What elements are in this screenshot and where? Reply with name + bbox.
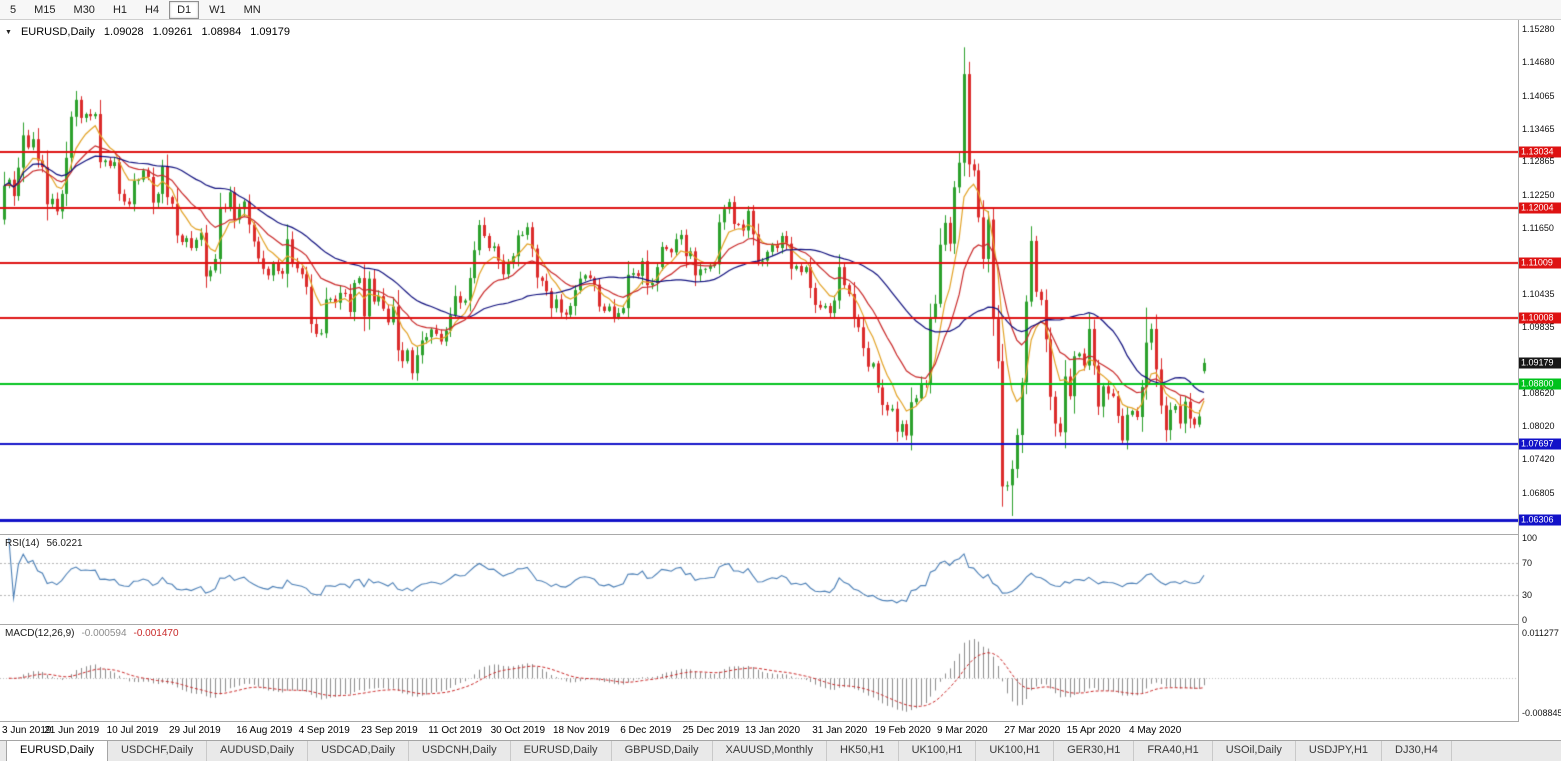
date-axis-label: 19 Feb 2020 <box>874 725 931 736</box>
chart-tab-eurusd-daily[interactable]: EURUSD,Daily <box>511 741 612 761</box>
rsi-name: RSI(14) <box>5 538 40 549</box>
chart-symbol-label: EURUSD,Daily <box>20 26 95 38</box>
price-tick-label: 1.14065 <box>1522 90 1555 101</box>
date-axis-label: 6 Dec 2019 <box>620 725 672 736</box>
date-axis-label: 31 Jan 2020 <box>812 725 868 736</box>
date-axis-label: 4 May 2020 <box>1129 725 1182 736</box>
level-price-label: 1.07697 <box>1519 438 1561 450</box>
chart-tab-eurusd-daily[interactable]: EURUSD,Daily <box>6 741 108 761</box>
date-axis-label: 10 Jul 2019 <box>106 725 159 736</box>
date-axis-label: 15 Apr 2020 <box>1066 725 1121 736</box>
timeframe-button-m15[interactable]: M15 <box>34 3 56 16</box>
macd-name: MACD(12,26,9) <box>5 628 75 639</box>
chart-tab-uk100-h1[interactable]: UK100,H1 <box>899 741 977 761</box>
level-price-label: 1.11009 <box>1519 257 1561 269</box>
price-tick-label: 1.06805 <box>1522 487 1555 498</box>
date-axis-label: 16 Aug 2019 <box>236 725 293 736</box>
date-axis-divider <box>0 721 1518 722</box>
price-tick-label: 1.12865 <box>1522 156 1555 167</box>
chart-tab-usdjpy-h1[interactable]: USDJPY,H1 <box>1296 741 1383 761</box>
chart-tab-dj30-h4[interactable]: DJ30,H4 <box>1382 741 1452 761</box>
chart-header: ▼ EURUSD,Daily 1.09028 1.09261 1.08984 1… <box>5 26 290 38</box>
price-tick-label: 1.08020 <box>1522 421 1555 432</box>
rsi-axis-label: 100 <box>1522 533 1538 543</box>
price-tick-label: 1.10435 <box>1522 289 1555 300</box>
chart-tab-audusd-daily[interactable]: AUDUSD,Daily <box>207 741 309 761</box>
date-axis-label: 25 Dec 2019 <box>682 725 740 736</box>
price-chart-canvas[interactable] <box>0 20 1518 534</box>
price-tick-label: 1.14680 <box>1522 57 1555 68</box>
price-tick-label: 1.11650 <box>1522 222 1554 233</box>
chart-tab-usdcnh-daily[interactable]: USDCNH,Daily <box>409 741 511 761</box>
chart-tab-usdchf-daily[interactable]: USDCHF,Daily <box>108 741 208 761</box>
rsi-axis-label: 70 <box>1522 557 1533 568</box>
chart-tab-uk100-h1[interactable]: UK100,H1 <box>976 741 1055 761</box>
timeframe-button-h4[interactable]: H4 <box>145 3 160 16</box>
price-tick-label: 1.08620 <box>1522 388 1555 399</box>
ohlc-close-value: 1.09179 <box>250 26 290 38</box>
current-price-label: 1.09179 <box>1519 357 1561 369</box>
date-axis-label: 27 Mar 2020 <box>1004 725 1061 736</box>
panel-resize-handle[interactable] <box>0 624 1518 625</box>
date-axis-label: 9 Mar 2020 <box>937 725 988 736</box>
rsi-value: 56.0221 <box>46 538 83 549</box>
rsi-axis-label: 0 <box>1522 615 1528 625</box>
timeframe-button-h1[interactable]: H1 <box>112 3 127 16</box>
timeframe-button-m30[interactable]: M30 <box>73 3 95 16</box>
date-axis-label: 13 Jan 2020 <box>745 725 801 736</box>
price-tick-label: 1.15280 <box>1522 24 1555 35</box>
level-price-label: 1.10008 <box>1519 312 1561 324</box>
macd-signal-value: -0.001470 <box>133 628 179 639</box>
panel-resize-handle[interactable] <box>0 534 1518 535</box>
rsi-panel-canvas[interactable] <box>0 535 1518 623</box>
chart-tab-usoil-daily[interactable]: USOil,Daily <box>1213 741 1296 761</box>
macd-axis-label: 0.011277 <box>1522 628 1559 638</box>
level-price-label: 1.13034 <box>1519 146 1561 158</box>
chart-area: ▼ EURUSD,Daily 1.09028 1.09261 1.08984 1… <box>0 20 1561 740</box>
date-axis-label: 29 Jul 2019 <box>169 725 221 736</box>
chart-tab-ger30-h1[interactable]: GER30,H1 <box>1054 741 1135 761</box>
chart-tab-fra40-h1[interactable]: FRA40,H1 <box>1134 741 1213 761</box>
macd-axis-label: -0.008845 <box>1522 708 1561 718</box>
timeframe-toolbar: 5 M15 M30 H1 H4 D1 W1 MN <box>0 0 1561 20</box>
price-tick-label: 1.12250 <box>1522 189 1555 200</box>
chart-tab-bar: EURUSD,Daily USDCHF,Daily AUDUSD,Daily USDC… <box>0 740 1561 761</box>
ohlc-low-value: 1.08984 <box>201 26 242 38</box>
date-axis-label: 30 Oct 2019 <box>490 725 546 736</box>
level-price-label: 1.06306 <box>1519 514 1561 526</box>
date-axis[interactable]: 3 Jun 2019 21 Jun 2019 10 Jul 2019 29 Jul 2… <box>0 722 1518 740</box>
rsi-axis-label: 30 <box>1522 590 1533 601</box>
date-axis-label: 4 Sep 2019 <box>298 725 350 736</box>
macd-panel-canvas[interactable] <box>0 625 1518 721</box>
price-tick-label: 1.13465 <box>1522 123 1555 134</box>
price-axis[interactable]: 1.15280 1.14680 1.14065 1.13465 1.12865 1.122… <box>1518 20 1561 722</box>
date-axis-label: 11 Oct 2019 <box>428 725 482 736</box>
macd-label: MACD(12,26,9) -0.000594 -0.001470 <box>5 628 179 639</box>
date-axis-label: 21 Jun 2019 <box>44 725 100 736</box>
price-tick-label: 1.07420 <box>1522 454 1555 465</box>
timeframe-button-w1[interactable]: W1 <box>209 3 226 16</box>
macd-main-value: -0.000594 <box>81 628 127 639</box>
ohlc-open-value: 1.09028 <box>103 26 144 38</box>
price-tick-label: 1.09835 <box>1522 322 1555 333</box>
level-price-label: 1.08800 <box>1519 378 1561 390</box>
chart-tab-hk50-h1[interactable]: HK50,H1 <box>827 741 899 761</box>
level-price-label: 1.12004 <box>1519 202 1561 214</box>
timeframe-button-d1[interactable]: D1 <box>169 0 200 19</box>
date-axis-label: 18 Nov 2019 <box>553 725 610 736</box>
chart-dropdown-icon[interactable]: ▼ <box>5 28 12 36</box>
chart-tab-usdcad-daily[interactable]: USDCAD,Daily <box>308 741 410 761</box>
rsi-label: RSI(14) 56.0221 <box>5 538 83 549</box>
timeframe-button-5[interactable]: 5 <box>10 3 17 16</box>
date-axis-label: 23 Sep 2019 <box>361 725 418 736</box>
ohlc-high-value: 1.09261 <box>152 26 193 38</box>
timeframe-button-mn[interactable]: MN <box>243 3 261 16</box>
chart-tab-xauusd-monthly[interactable]: XAUUSD,Monthly <box>713 741 827 761</box>
date-axis-label: 3 Jun 2019 <box>2 725 52 736</box>
chart-tab-gbpusd-daily[interactable]: GBPUSD,Daily <box>612 741 713 761</box>
